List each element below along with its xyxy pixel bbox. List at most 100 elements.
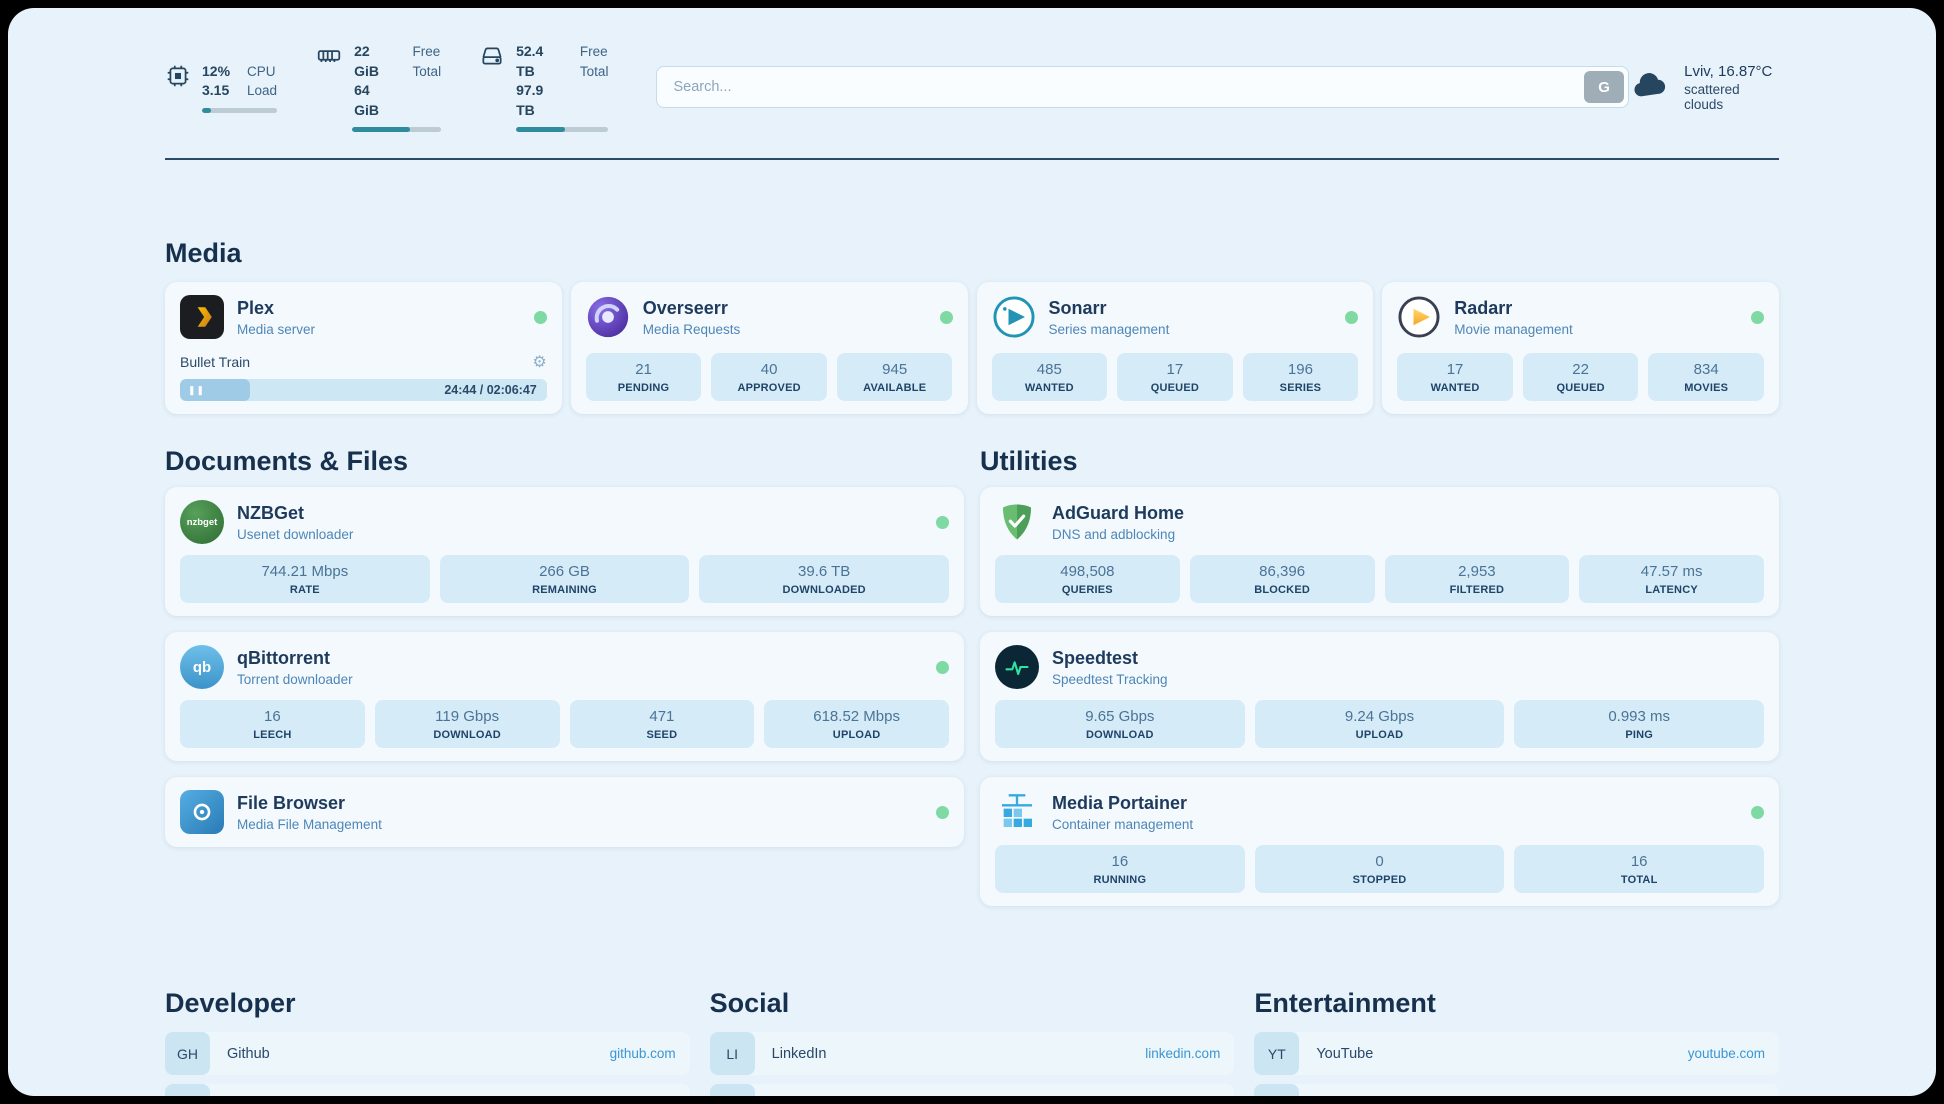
app-name: Radarr — [1454, 297, 1513, 318]
stat-label: BLOCKED — [1254, 584, 1311, 597]
stat-label: LATENCY — [1645, 584, 1698, 597]
stat-label: WANTED — [1430, 382, 1480, 395]
cpu-progress-fill — [202, 107, 211, 113]
ram-free-value: 22 GiB — [354, 43, 379, 79]
storage-free-value: 52.4 TB — [516, 43, 544, 79]
stat-box-wanted: 17 WANTED — [1397, 353, 1513, 402]
app-link-nzbget[interactable]: nzbget NZBGet Usenet downloader — [180, 500, 353, 545]
stat-label: TOTAL — [1620, 874, 1658, 887]
app-card-plex: Plex Media server Bullet Train ⚙ ❚❚ — [165, 282, 562, 415]
section-title-documents: Documents & Files — [165, 446, 409, 477]
section-title-developer: Developer — [165, 988, 296, 1019]
app-link-plex[interactable]: Plex Media server — [180, 295, 315, 340]
app-link-adguard[interactable]: AdGuard Home DNS and adblocking — [995, 500, 1184, 544]
media-grid: Plex Media server Bullet Train ⚙ ❚❚ — [165, 282, 1779, 415]
stat-box-blocked: 86,396 BLOCKED — [1189, 555, 1375, 604]
cpu-load-value: 3.15 — [202, 82, 230, 99]
stat-value: 834 — [1693, 361, 1719, 379]
app-subtitle: Speedtest Tracking — [1052, 671, 1168, 687]
bookmark-youtube[interactable]: YT YouTube youtube.com — [1254, 1032, 1779, 1076]
bookmark-name: LinkedIn — [771, 1045, 827, 1062]
stat-label: QUEUED — [1556, 382, 1605, 395]
app-link-qbittorrent[interactable]: qb qBittorrent Torrent downloader — [180, 645, 353, 690]
stat-label: DOWNLOADED — [782, 584, 866, 597]
stat-value: 498,508 — [1060, 563, 1115, 581]
search-input[interactable] — [656, 66, 1630, 109]
app-link-radarr[interactable]: Radarr Movie management — [1397, 295, 1573, 339]
weather-widget: Lviv, 16.87°C scattered clouds — [1629, 63, 1779, 112]
stat-box-series: 196 SERIES — [1242, 353, 1359, 402]
stat-label: QUERIES — [1061, 584, 1113, 597]
bookmark-group-social: Social LI LinkedIn linkedin.com TW Twitt… — [709, 988, 1235, 1096]
status-dot — [939, 310, 953, 324]
bookmark-stackoverflow[interactable]: SO StackOverflow stackoverflow.com — [165, 1084, 690, 1096]
stat-value: 266 GB — [539, 563, 590, 581]
sonarr-icon — [992, 295, 1036, 339]
stat-box-running: 16 RUNNING — [995, 845, 1245, 894]
app-link-filebrowser[interactable]: File Browser Media File Management — [180, 790, 382, 835]
stat-value: 17 — [1166, 361, 1184, 379]
storage-label-1: Free — [579, 44, 608, 59]
stat-box-approved: 40 APPROVED — [711, 353, 827, 402]
ram-icon — [315, 43, 343, 74]
bookmark-github[interactable]: GH Github github.com — [165, 1032, 690, 1076]
app-link-sonarr[interactable]: Sonarr Series management — [992, 295, 1169, 339]
bookmark-url[interactable]: github.com — [609, 1046, 676, 1062]
status-dot — [936, 805, 949, 819]
pause-icon: ❚❚ — [188, 384, 206, 395]
cpu-label-2: Load — [247, 83, 278, 99]
stat-box-leech: 16 LEECH — [180, 700, 365, 749]
stat-box-rate: 744.21 Mbps RATE — [180, 555, 430, 604]
stat-label: PING — [1625, 729, 1654, 742]
stat-value: 9.24 Gbps — [1344, 708, 1415, 726]
stat-label: APPROVED — [737, 382, 801, 395]
stat-box-available: 945 AVAILABLE — [836, 353, 953, 402]
app-link-overseerr[interactable]: Overseerr Media Requests — [586, 295, 740, 339]
status-dot — [533, 310, 547, 324]
storage-progress-bar — [516, 127, 609, 133]
app-subtitle: Container management — [1052, 816, 1194, 832]
status-dot — [1751, 805, 1764, 819]
app-link-portainer[interactable]: Media Portainer Container management — [995, 790, 1193, 834]
ram-label-1: Free — [412, 44, 441, 59]
stat-value: 17 — [1446, 361, 1464, 379]
status-dot — [1345, 310, 1359, 324]
search-engine-button[interactable]: G — [1584, 71, 1625, 104]
bookmark-abbr: SO — [165, 1084, 210, 1096]
app-name: Sonarr — [1048, 297, 1107, 318]
bookmark-netflix[interactable]: NF Netflix netflix.com — [1254, 1084, 1779, 1096]
app-link-speedtest[interactable]: Speedtest Speedtest Tracking — [995, 645, 1168, 690]
adguard-shield-icon — [995, 500, 1039, 544]
stat-box-stopped: 0 STOPPED — [1254, 845, 1505, 894]
cpu-chip-icon — [165, 63, 191, 94]
playback-progress-bar[interactable]: ❚❚ 24:44 / 02:06:47 — [180, 379, 547, 402]
stat-label: FILTERED — [1449, 584, 1505, 597]
app-name: Speedtest — [1052, 647, 1139, 668]
app-name: Plex — [237, 297, 275, 318]
app-card-filebrowser: File Browser Media File Management — [165, 777, 964, 848]
stat-label: QUEUED — [1150, 382, 1199, 395]
app-name: Overseerr — [642, 297, 728, 318]
stat-label: UPLOAD — [1355, 729, 1404, 742]
stat-value: 21 — [635, 361, 652, 379]
stat-value: 16 — [1111, 853, 1129, 871]
stat-label: LEECH — [253, 729, 292, 742]
status-dot — [936, 515, 949, 529]
bookmark-url[interactable]: linkedin.com — [1145, 1046, 1221, 1062]
bookmark-url[interactable]: youtube.com — [1687, 1046, 1765, 1062]
section-title-utilities: Utilities — [980, 446, 1078, 477]
app-card-qbittorrent: qb qBittorrent Torrent downloader 16 LEE… — [165, 632, 964, 762]
bookmark-group-developer: Developer GH Github github.com SO StackO… — [165, 988, 690, 1096]
utilities-column: Utilities AdGuard Home — [980, 446, 1779, 922]
app-card-sonarr: Sonarr Series management 485 WANTED 17 Q… — [976, 282, 1374, 415]
stat-label: UPLOAD — [832, 729, 881, 742]
gear-icon[interactable]: ⚙ — [532, 354, 547, 372]
bookmark-linkedin[interactable]: LI LinkedIn linkedin.com — [709, 1032, 1235, 1076]
bookmark-twitter[interactable]: TW Twitter twitter.com — [709, 1084, 1235, 1096]
ram-total-value: 64 GiB — [354, 82, 379, 118]
stat-value: 945 — [882, 361, 908, 379]
stat-label: WANTED — [1024, 382, 1074, 395]
stat-value: 9.65 Gbps — [1085, 708, 1155, 726]
section-title-entertainment: Entertainment — [1254, 988, 1436, 1019]
stat-label: REMAINING — [532, 584, 597, 597]
